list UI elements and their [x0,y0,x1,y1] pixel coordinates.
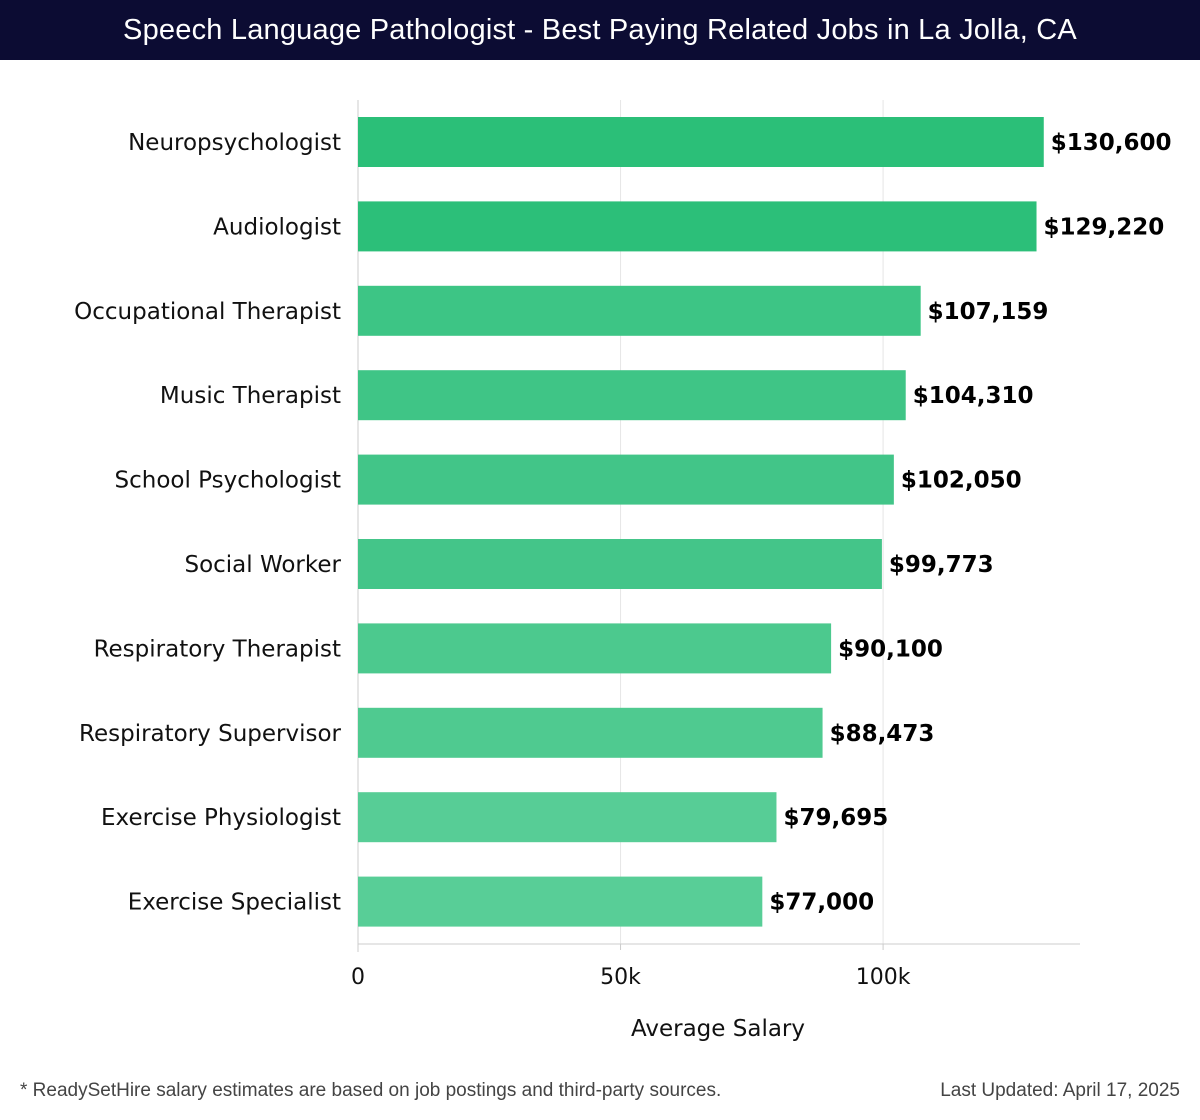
tick-label: 0 [351,965,365,990]
category-label: Occupational Therapist [74,299,341,325]
bar [358,201,1037,252]
tick-label: 100k [856,965,911,990]
category-label: Music Therapist [160,383,341,409]
salary-bar-chart: Neuropsychologist Audiologist Occupational… [74,100,1172,1042]
category-label: Exercise Specialist [128,890,341,916]
bar [358,117,1044,167]
bar [358,370,906,421]
category-label: Respiratory Therapist [94,636,341,662]
value-label: $102,050 [901,468,1022,494]
value-label: $104,310 [913,383,1034,409]
category-label: Exercise Physiologist [101,805,341,831]
tick-label: 50k [600,965,641,990]
value-label: $130,600 [1051,130,1172,156]
value-label: $129,220 [1044,214,1165,240]
bar [358,285,921,336]
category-label: School Psychologist [115,468,341,494]
x-axis-ticks: 0 50k 100k [351,944,911,990]
value-label: $88,473 [830,721,935,747]
bars [358,117,1044,927]
bar [358,792,777,843]
value-label: $90,100 [838,636,943,662]
value-labels: $130,600 $129,220 $107,159 $104,310 $102,050… [769,130,1171,916]
value-label: $107,159 [928,299,1049,325]
value-label: $99,773 [889,552,994,578]
footer-last-updated: Last Updated: April 17, 2025 [940,1080,1180,1101]
category-label: Respiratory Supervisor [79,721,342,747]
bar [358,876,763,927]
bar [358,539,882,589]
bar [358,707,823,758]
category-label: Social Worker [184,552,341,578]
value-label: $77,000 [769,890,874,916]
category-label: Neuropsychologist [128,130,341,156]
category-label: Audiologist [213,214,341,240]
value-label: $79,695 [783,805,888,831]
footer-disclaimer: * ReadySetHire salary estimates are base… [20,1080,722,1101]
bar [358,454,894,505]
x-axis-title: Average Salary [631,1016,805,1042]
category-labels: Neuropsychologist Audiologist Occupational… [74,130,341,916]
bar [358,623,832,674]
chart-title: Speech Language Pathologist - Best Payin… [0,0,1200,60]
